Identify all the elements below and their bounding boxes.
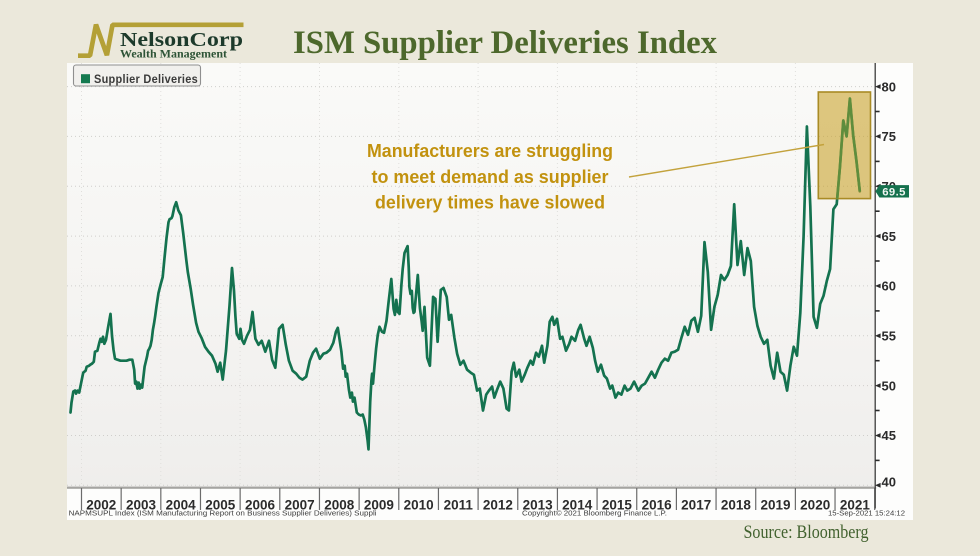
svg-text:65: 65 [882,229,896,244]
svg-text:2014: 2014 [562,497,593,512]
svg-text:Copyright© 2021 Bloomberg Fina: Copyright© 2021 Bloomberg Finance L.P. [522,509,667,517]
svg-text:2011: 2011 [444,497,474,512]
svg-text:NAPMSUPL Index (ISM Manufactur: NAPMSUPL Index (ISM Manufacturing Report… [69,510,378,517]
svg-text:2006: 2006 [245,497,276,512]
svg-text:2017: 2017 [681,497,711,512]
svg-text:2002: 2002 [86,497,116,512]
svg-text:2020: 2020 [800,497,830,512]
svg-text:60: 60 [882,279,896,294]
svg-text:2012: 2012 [483,497,513,512]
svg-text:2021: 2021 [840,497,871,512]
svg-text:2009: 2009 [364,497,394,512]
svg-text:2019: 2019 [760,497,790,512]
svg-text:45: 45 [882,428,896,443]
svg-text:2018: 2018 [721,497,752,512]
svg-text:50: 50 [882,378,896,393]
svg-text:NelsonCorp: NelsonCorp [120,29,243,51]
svg-text:2005: 2005 [205,497,236,512]
svg-text:2013: 2013 [523,497,554,512]
svg-text:55: 55 [882,329,896,344]
svg-text:2007: 2007 [285,497,315,512]
svg-text:2004: 2004 [166,497,197,512]
svg-text:Manufacturers are struggling: Manufacturers are struggling [367,140,613,161]
svg-text:80: 80 [882,79,896,94]
svg-text:2010: 2010 [404,497,434,512]
svg-text:ISM Supplier Deliveries Index: ISM Supplier Deliveries Index [293,25,718,61]
svg-text:2008: 2008 [324,497,355,512]
svg-text:Supplier Deliveries: Supplier Deliveries [94,74,198,86]
svg-text:to meet demand as supplier: to meet demand as supplier [372,166,609,187]
svg-text:2016: 2016 [642,497,673,512]
svg-text:Source: Bloomberg: Source: Bloomberg [744,523,869,543]
svg-text:2003: 2003 [126,497,157,512]
svg-text:delivery times have slowed: delivery times have slowed [375,192,605,213]
svg-text:Wealth Management: Wealth Management [120,47,227,61]
svg-text:2015: 2015 [602,497,633,512]
svg-text:15-Sep-2021 15:24:12: 15-Sep-2021 15:24:12 [828,510,905,517]
svg-text:75: 75 [882,129,896,144]
svg-text:40: 40 [882,475,896,490]
svg-text:69.5: 69.5 [882,186,906,198]
